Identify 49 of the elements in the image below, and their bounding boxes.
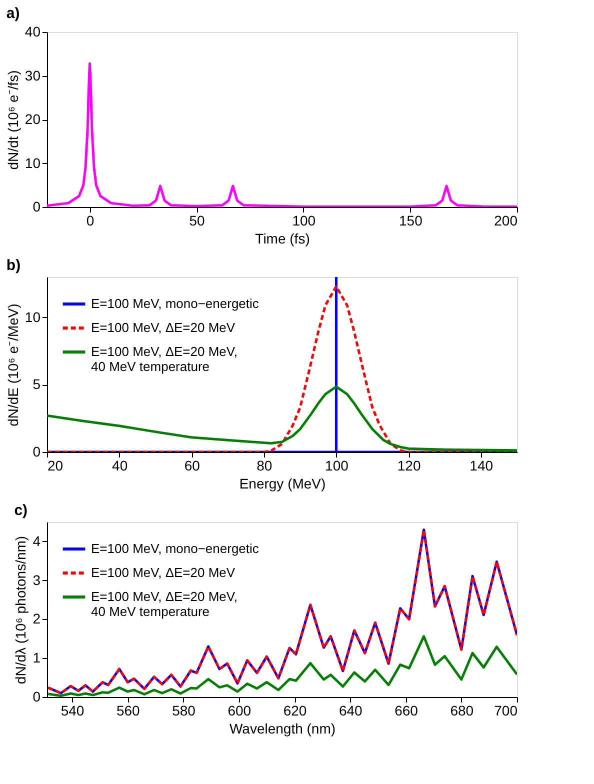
y-tick-label: 3 bbox=[32, 572, 41, 588]
y-tick-label: 0 bbox=[32, 198, 41, 214]
chart-title: c) bbox=[14, 502, 28, 519]
x-axis-title: Time (fs) bbox=[255, 230, 310, 246]
x-tick-label: 140 bbox=[470, 458, 494, 474]
x-tick-label: 540 bbox=[60, 702, 84, 718]
x-tick-label: 600 bbox=[228, 702, 252, 718]
y-tick-label: 1 bbox=[32, 650, 41, 666]
y-tick-label: 2 bbox=[32, 610, 41, 627]
y-tick-label: 0 bbox=[32, 688, 41, 704]
y-tick-label: 10 bbox=[24, 308, 41, 325]
x-tick-label: 60 bbox=[184, 458, 200, 474]
y-axis-title: dN/dλ (10⁶ photons/nm) bbox=[12, 536, 29, 684]
y-tick-label: 40 bbox=[24, 24, 41, 40]
x-tick-label: 0 bbox=[86, 212, 94, 228]
x-tick-label: 560 bbox=[116, 702, 140, 718]
chart-title: b) bbox=[6, 257, 21, 274]
x-tick-label: 120 bbox=[397, 458, 421, 474]
legend-label: E=100 MeV, mono−energetic bbox=[91, 541, 260, 556]
x-tick-label: 640 bbox=[338, 702, 363, 718]
y-tick-label: 5 bbox=[32, 376, 41, 392]
y-tick-label: 20 bbox=[24, 111, 41, 127]
y-axis-title: dN/dt (10⁶ e⁻/fs) bbox=[4, 70, 21, 170]
legend-label: E=100 MeV, ΔE=20 MeV bbox=[91, 565, 236, 580]
x-axis-title: Wavelength (nm) bbox=[229, 720, 336, 736]
x-tick-label: 200 bbox=[494, 212, 518, 228]
chart-title: a) bbox=[6, 5, 20, 22]
x-tick-label: 100 bbox=[325, 458, 349, 474]
y-tick-label: 30 bbox=[24, 67, 41, 84]
x-tick-label: 680 bbox=[450, 702, 474, 718]
x-tick-label: 660 bbox=[394, 702, 418, 718]
y-axis-title: dN/dE (10⁶ e⁻/MeV) bbox=[4, 304, 21, 426]
legend-label: E=100 MeV, ΔE=20 MeV, 40 MeV temperature bbox=[91, 344, 238, 374]
x-tick-label: 100 bbox=[292, 212, 316, 228]
x-tick-label: 50 bbox=[189, 212, 206, 228]
x-tick-label: 580 bbox=[172, 702, 196, 718]
x-tick-label: 150 bbox=[399, 212, 423, 228]
legend-label: E=100 MeV, mono−energetic bbox=[91, 296, 260, 311]
x-tick-label: 700 bbox=[494, 702, 518, 718]
y-tick-label: 10 bbox=[24, 154, 41, 171]
y-tick-label: 0 bbox=[32, 444, 41, 460]
x-tick-label: 40 bbox=[112, 458, 128, 474]
x-axis-title: Energy (MeV) bbox=[239, 476, 326, 492]
legend-label: E=100 MeV, ΔE=20 MeV, 40 MeV temperature bbox=[91, 589, 238, 619]
y-tick-label: 4 bbox=[32, 532, 41, 549]
x-tick-label: 620 bbox=[283, 702, 307, 718]
x-tick-label: 20 bbox=[48, 458, 64, 474]
legend-label: E=100 MeV, ΔE=20 MeV bbox=[91, 320, 236, 335]
x-tick-label: 80 bbox=[256, 458, 272, 474]
